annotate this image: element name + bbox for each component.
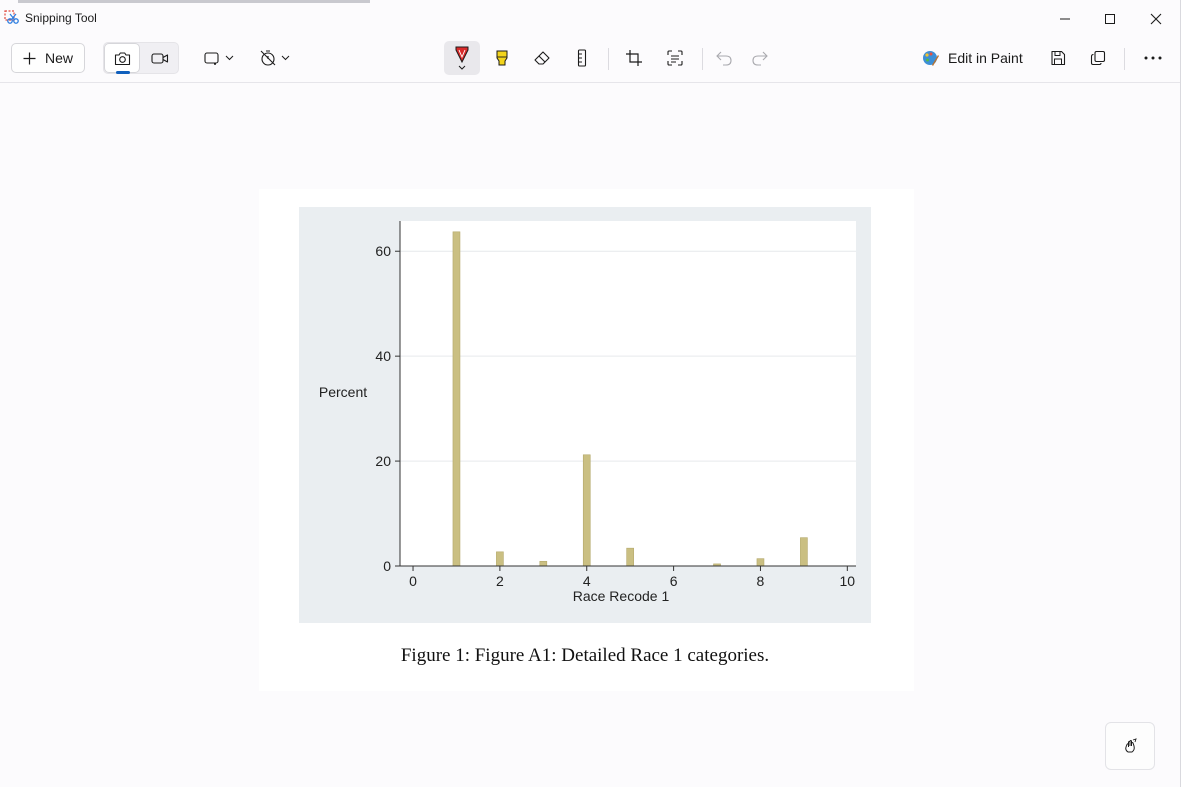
more-options-icon: [1144, 56, 1162, 60]
pen-icon: [455, 46, 469, 70]
redo-icon: [752, 51, 768, 66]
figure-caption: Figure 1: Figure A1: Detailed Race 1 cat…: [400, 645, 770, 666]
undo-icon: [716, 51, 732, 66]
bar: [582, 454, 591, 567]
video-camera-icon: [151, 52, 169, 64]
edit-in-paint-label: Edit in Paint: [948, 50, 1023, 66]
x-tick-label: 4: [583, 573, 591, 589]
y-axis-label: Percent: [319, 384, 367, 400]
crop-icon: [626, 50, 642, 66]
ruler-button[interactable]: [566, 42, 598, 74]
plot-area: [400, 221, 856, 566]
undo-button[interactable]: [708, 42, 740, 74]
save-icon: [1051, 50, 1066, 66]
eraser-button[interactable]: [526, 42, 558, 74]
touch-pen-icon: [1125, 738, 1137, 753]
rectangle-snip-icon: [203, 52, 219, 65]
plus-icon: [23, 52, 36, 64]
toolbar-separator: [608, 48, 609, 70]
snip-mode-button[interactable]: [104, 43, 140, 74]
highlighter-icon: [496, 50, 508, 66]
x-tick-label: 8: [757, 573, 765, 589]
x-tick-label: 2: [496, 573, 504, 589]
timer-off-icon: [260, 50, 275, 66]
bar: [452, 231, 461, 567]
toolbar-separator: [1124, 48, 1125, 70]
paint-icon: [923, 51, 939, 66]
bar: [626, 547, 634, 567]
snip-shape-dropdown[interactable]: [199, 42, 237, 74]
new-button-label: New: [45, 50, 74, 66]
minimize-button[interactable]: [1042, 6, 1088, 32]
new-button[interactable]: New: [11, 43, 85, 73]
text-actions-icon: [667, 50, 683, 66]
y-tick-label: 20: [375, 453, 391, 469]
x-axis-label: Race Recode 1: [573, 588, 670, 604]
close-button[interactable]: [1133, 6, 1179, 32]
bar: [539, 560, 548, 567]
active-mode-indicator: [116, 71, 130, 74]
bar-chart: 0 20 40 60 0 2 4 6 8 10 Race Recode 1 Percent: [319, 221, 856, 604]
camera-icon: [114, 51, 130, 65]
ruler-icon: [577, 49, 587, 67]
toolbar-separator: [702, 48, 703, 70]
copy-icon: [1090, 50, 1106, 66]
close-icon: [1150, 13, 1162, 25]
capture-mode-group: [103, 42, 179, 74]
maximize-icon: [1105, 14, 1115, 24]
bar: [496, 551, 504, 567]
record-mode-button[interactable]: [142, 43, 178, 73]
window-top-strip: [18, 0, 370, 3]
snipping-tool-app-icon: [4, 10, 19, 24]
text-actions-button[interactable]: [659, 42, 691, 74]
touch-writing-button[interactable]: [1105, 722, 1155, 770]
toolbar: New: [0, 36, 1180, 83]
bar: [756, 558, 765, 567]
chevron-down-icon: [281, 55, 289, 61]
edit-in-paint-button[interactable]: Edit in Paint: [922, 42, 1023, 74]
copy-button[interactable]: [1082, 42, 1114, 74]
y-tick-label: 40: [375, 348, 391, 364]
maximize-button[interactable]: [1087, 6, 1133, 32]
bar: [800, 537, 808, 567]
delay-dropdown[interactable]: [254, 42, 294, 74]
save-button[interactable]: [1042, 42, 1074, 74]
x-tick-label: 6: [670, 573, 678, 589]
minimize-icon: [1060, 18, 1070, 20]
eraser-icon: [534, 51, 550, 65]
x-tick-label: 10: [840, 573, 856, 589]
ballpoint-pen-button[interactable]: [444, 41, 480, 75]
crop-button[interactable]: [618, 42, 650, 74]
highlighter-button[interactable]: [486, 42, 518, 74]
x-tick-label: 0: [409, 573, 417, 589]
y-tick-label: 60: [375, 243, 391, 259]
chevron-down-icon: [225, 55, 233, 61]
title-bar: Snipping Tool: [0, 0, 1180, 36]
redo-button[interactable]: [744, 42, 776, 74]
y-tick-label: 0: [383, 558, 391, 574]
more-options-button[interactable]: [1136, 42, 1170, 74]
window-title: Snipping Tool: [25, 11, 97, 25]
